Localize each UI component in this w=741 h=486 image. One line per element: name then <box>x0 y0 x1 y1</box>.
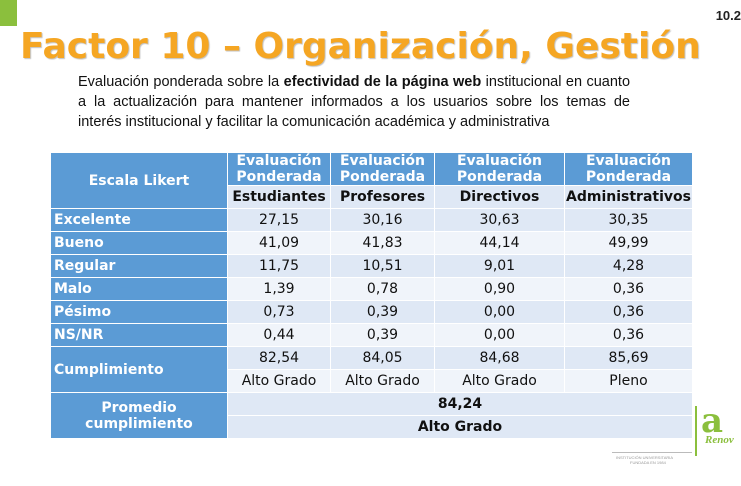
row-label-pesimo: Pésimo <box>50 300 228 324</box>
table-cell: 0,36 <box>564 300 693 324</box>
table-cell: 44,14 <box>434 231 565 255</box>
column-header-directivos: Directivos <box>434 185 565 209</box>
row-label-regular: Regular <box>50 254 228 278</box>
table-cell: 0,36 <box>564 277 693 301</box>
table-cell: 0,39 <box>330 300 435 324</box>
eval-header-line2: Ponderada <box>585 169 672 185</box>
table-cell: 0,78 <box>330 277 435 301</box>
accreditation-logo: a Renov <box>695 404 741 460</box>
table-cell: 0,36 <box>564 323 693 347</box>
eval-header-line1: Evaluación <box>339 153 426 169</box>
table-cell: 30,63 <box>434 208 565 232</box>
table-row: Malo 1,39 0,78 0,90 0,36 <box>50 277 693 301</box>
logo-text: Renov <box>705 434 734 446</box>
eval-header-line2: Ponderada <box>339 169 426 185</box>
description-text-start: Evaluación ponderada sobre la <box>78 74 284 90</box>
eval-header-line1: Evaluación <box>236 153 322 169</box>
table-cell: 0,39 <box>330 323 435 347</box>
likert-scale-header: Escala Likert <box>50 152 228 209</box>
cumplimiento-grade: Pleno <box>564 369 693 393</box>
corner-accent <box>0 0 17 26</box>
table-cell: 9,01 <box>434 254 565 278</box>
table-cell: 41,83 <box>330 231 435 255</box>
row-label-cumplimiento: Cumplimiento <box>50 346 228 393</box>
slide-title: Factor 10 – Organización, Gestión <box>20 26 701 67</box>
table-cell: 11,75 <box>227 254 331 278</box>
table-row: Bueno 41,09 41,83 44,14 49,99 <box>50 231 693 255</box>
table-row: Regular 11,75 10,51 9,01 4,28 <box>50 254 693 278</box>
row-label-nsnr: NS/NR <box>50 323 228 347</box>
table-cell: 27,15 <box>227 208 331 232</box>
table-cell: 0,00 <box>434 300 565 324</box>
column-header-profesores: Profesores <box>330 185 435 209</box>
promedio-label-line1: Promedio <box>101 399 177 416</box>
table-cell: 0,00 <box>434 323 565 347</box>
table-row: Cumplimiento 82,54 84,05 84,68 85,69 <box>50 346 693 393</box>
cumplimiento-value: 85,69 <box>564 346 693 370</box>
table-cell: 0,73 <box>227 300 331 324</box>
description-bold-text: efectividad de la página web <box>283 74 482 90</box>
eval-header-directivos: Evaluación Ponderada <box>434 152 565 186</box>
table-cell: 4,28 <box>564 254 693 278</box>
promedio-label-line2: cumplimiento <box>85 415 193 432</box>
promedio-label: Promedio cumplimiento <box>50 392 228 439</box>
column-header-estudiantes: Estudiantes <box>227 185 331 209</box>
slide-description: Evaluación ponderada sobre la efectivida… <box>78 72 630 132</box>
likert-table: Escala Likert Evaluación Ponderada Evalua… <box>50 152 693 439</box>
description-text-end: institucional en cuanto a la actualizaci… <box>78 74 631 130</box>
cumplimiento-value: 82,54 <box>227 346 331 370</box>
table-row: Alto Grado <box>51 415 693 439</box>
table-cell: 1,39 <box>227 277 331 301</box>
table-cell: 0,90 <box>434 277 565 301</box>
table-cell: 10,51 <box>330 254 435 278</box>
eval-header-line2: Ponderada <box>236 169 322 185</box>
row-label-excelente: Excelente <box>50 208 228 232</box>
table-row: NS/NR 0,44 0,39 0,00 0,36 <box>50 323 693 347</box>
promedio-grade: Alto Grado <box>227 415 693 439</box>
eval-header-profesores: Evaluación Ponderada <box>330 152 435 186</box>
cumplimiento-value: 84,68 <box>434 346 565 370</box>
eval-header-line1: Evaluación <box>585 153 672 169</box>
eval-header-line1: Evaluación <box>456 153 543 169</box>
cumplimiento-grade: Alto Grado <box>434 369 565 393</box>
table-row: Pésimo 0,73 0,39 0,00 0,36 <box>50 300 693 324</box>
row-label-bueno: Bueno <box>50 231 228 255</box>
row-label-malo: Malo <box>50 277 228 301</box>
logo-letter: a <box>701 401 724 441</box>
table-row: Excelente 27,15 30,16 30,63 30,35 <box>50 208 693 232</box>
footer-divider <box>612 452 692 453</box>
promedio-value: 84,24 <box>227 392 693 416</box>
footer-text: FUNDADA EN 1984 <box>630 460 666 465</box>
cumplimiento-grade: Alto Grado <box>330 369 435 393</box>
logo-bar <box>695 406 697 456</box>
table-cell: 49,99 <box>564 231 693 255</box>
slide-number: 10.2 <box>715 8 741 23</box>
table-cell: 41,09 <box>227 231 331 255</box>
column-header-administrativos: Administrativos <box>564 185 693 209</box>
table-cell: 30,35 <box>564 208 693 232</box>
eval-header-estudiantes: Evaluación Ponderada <box>227 152 331 186</box>
footer-text: INSTITUCIÓN UNIVERSITARIA <box>616 455 674 460</box>
table-cell: 0,44 <box>227 323 331 347</box>
eval-header-line2: Ponderada <box>456 169 543 185</box>
cumplimiento-grade: Alto Grado <box>227 369 331 393</box>
eval-header-administrativos: Evaluación Ponderada <box>564 152 693 186</box>
cumplimiento-value: 84,05 <box>330 346 435 370</box>
table-row: Promedio cumplimiento 84,24 <box>50 392 693 439</box>
table-cell: 30,16 <box>330 208 435 232</box>
